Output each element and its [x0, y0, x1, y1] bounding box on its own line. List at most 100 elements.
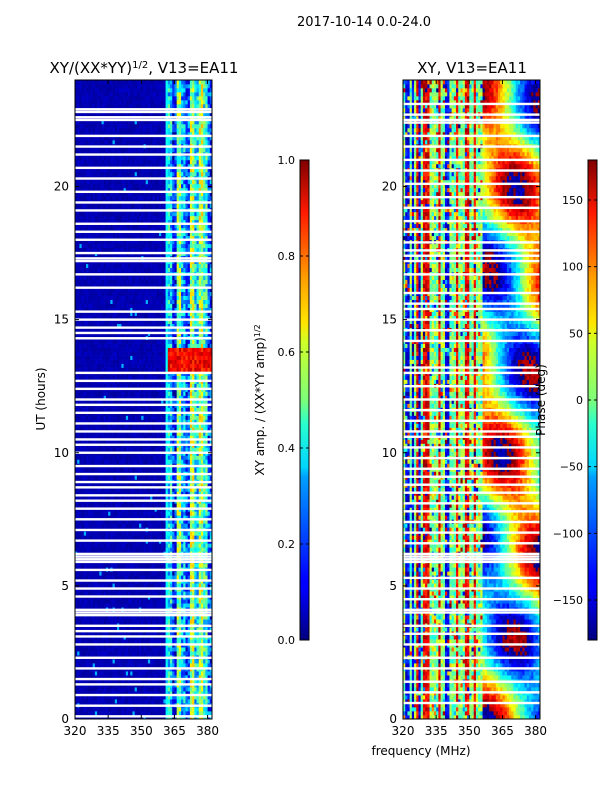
- heatmap-cell: [196, 663, 200, 668]
- heatmap-cell: [205, 599, 208, 604]
- heatmap-cell: [187, 467, 191, 472]
- heatmap-cell: [163, 491, 166, 496]
- heatmap-cell: [108, 659, 111, 664]
- heatmap-cell: [92, 619, 96, 624]
- heatmap-cell: [172, 439, 175, 444]
- heatmap-cell: [158, 663, 162, 668]
- heatmap-cell: [88, 651, 91, 656]
- heatmap-cell: [75, 675, 78, 680]
- heatmap-cell: [79, 431, 82, 436]
- heatmap-cell: [165, 699, 169, 704]
- heatmap-cell: [156, 603, 160, 608]
- heatmap-cell: [183, 691, 186, 696]
- heatmap-cell: [92, 571, 96, 576]
- heatmap-cell: [189, 659, 193, 664]
- heatmap-cell: [123, 475, 127, 480]
- heatmap-cell: [123, 627, 127, 632]
- heatmap-cell: [121, 675, 124, 680]
- heatmap-cell: [128, 515, 131, 520]
- heatmap-cell: [88, 455, 91, 460]
- heatmap-cell: [75, 515, 78, 520]
- heatmap-cell: [105, 603, 109, 608]
- heatmap-cell: [136, 491, 140, 496]
- heatmap-cell: [77, 691, 80, 696]
- heatmap-cell: [128, 395, 131, 400]
- heatmap-cell: [174, 543, 177, 548]
- heatmap-cell: [196, 423, 200, 428]
- heatmap-cell: [112, 419, 116, 424]
- heatmap-cell: [94, 659, 98, 664]
- heatmap-cell: [178, 619, 182, 624]
- heatmap-cell: [81, 615, 85, 620]
- heatmap-cell: [134, 663, 138, 668]
- heatmap-cell: [203, 475, 206, 480]
- heatmap-cell: [181, 439, 184, 444]
- heatmap-cell: [88, 603, 91, 608]
- heatmap-cell: [178, 419, 182, 424]
- heatmap-cell: [172, 619, 175, 624]
- heatmap-cell: [90, 487, 94, 492]
- heatmap-cell: [114, 399, 118, 404]
- heatmap-cell: [81, 395, 85, 400]
- heatmap-cell: [165, 407, 169, 412]
- heatmap-cell: [119, 591, 122, 596]
- heatmap-cell: [156, 659, 160, 664]
- heatmap-cell: [97, 419, 100, 424]
- heatmap-cell: [114, 423, 118, 428]
- heatmap-cell: [178, 543, 182, 548]
- heatmap-cell: [132, 627, 136, 632]
- heatmap-cell: [110, 495, 113, 500]
- heatmap-cell: [125, 503, 129, 508]
- heatmap-cell: [163, 515, 166, 520]
- heatmap-cell: [116, 591, 120, 596]
- heatmap-cell: [116, 455, 120, 460]
- heatmap-cell: [143, 707, 147, 712]
- heatmap-cell: [145, 523, 149, 528]
- heatmap-cell: [187, 687, 191, 692]
- heatmap-cell: [143, 447, 147, 452]
- heatmap-cell: [83, 491, 87, 496]
- heatmap-cell: [154, 491, 158, 496]
- heatmap-cell: [205, 675, 208, 680]
- heatmap-cell: [92, 491, 96, 496]
- heatmap-cell: [132, 483, 136, 488]
- heatmap-cell: [125, 583, 129, 588]
- heatmap-cell: [123, 439, 127, 444]
- heatmap-cell: [161, 599, 164, 604]
- heatmap-cell: [194, 467, 197, 472]
- heatmap-cell: [92, 647, 96, 652]
- heatmap-cell: [176, 467, 180, 472]
- heatmap-cell: [103, 583, 107, 588]
- heatmap-cell: [185, 455, 189, 460]
- heatmap-cell: [203, 627, 206, 632]
- heatmap-cell: [156, 495, 160, 500]
- heatmap-cell: [116, 615, 120, 620]
- heatmap-cell: [139, 639, 142, 644]
- heatmap-cell: [165, 619, 169, 624]
- heatmap-cell: [178, 691, 182, 696]
- heatmap-cell: [174, 599, 177, 604]
- heatmap-cell: [110, 487, 113, 492]
- heatmap-cell: [90, 671, 94, 676]
- heatmap-cell: [207, 675, 211, 680]
- heatmap-cell: [103, 651, 107, 656]
- heatmap-cell: [141, 535, 144, 540]
- heatmap-cell: [158, 691, 162, 696]
- heatmap-cell: [141, 495, 144, 500]
- heatmap-cell: [92, 407, 96, 412]
- heatmap-cell: [112, 707, 116, 712]
- heatmap-cell: [130, 415, 133, 420]
- heatmap-cell: [161, 503, 164, 508]
- heatmap-cell: [130, 547, 133, 552]
- heatmap-cell: [79, 711, 82, 716]
- heatmap-cell: [152, 531, 155, 536]
- heatmap-cell: [163, 503, 166, 508]
- heatmap-cell: [88, 427, 91, 432]
- heatmap-cell: [194, 455, 197, 460]
- heatmap-cell: [114, 491, 118, 496]
- heatmap-cell: [105, 591, 109, 596]
- heatmap-cell: [103, 399, 107, 404]
- heatmap-cell: [128, 415, 131, 420]
- heatmap-cell: [174, 691, 177, 696]
- heatmap-cell: [163, 699, 166, 704]
